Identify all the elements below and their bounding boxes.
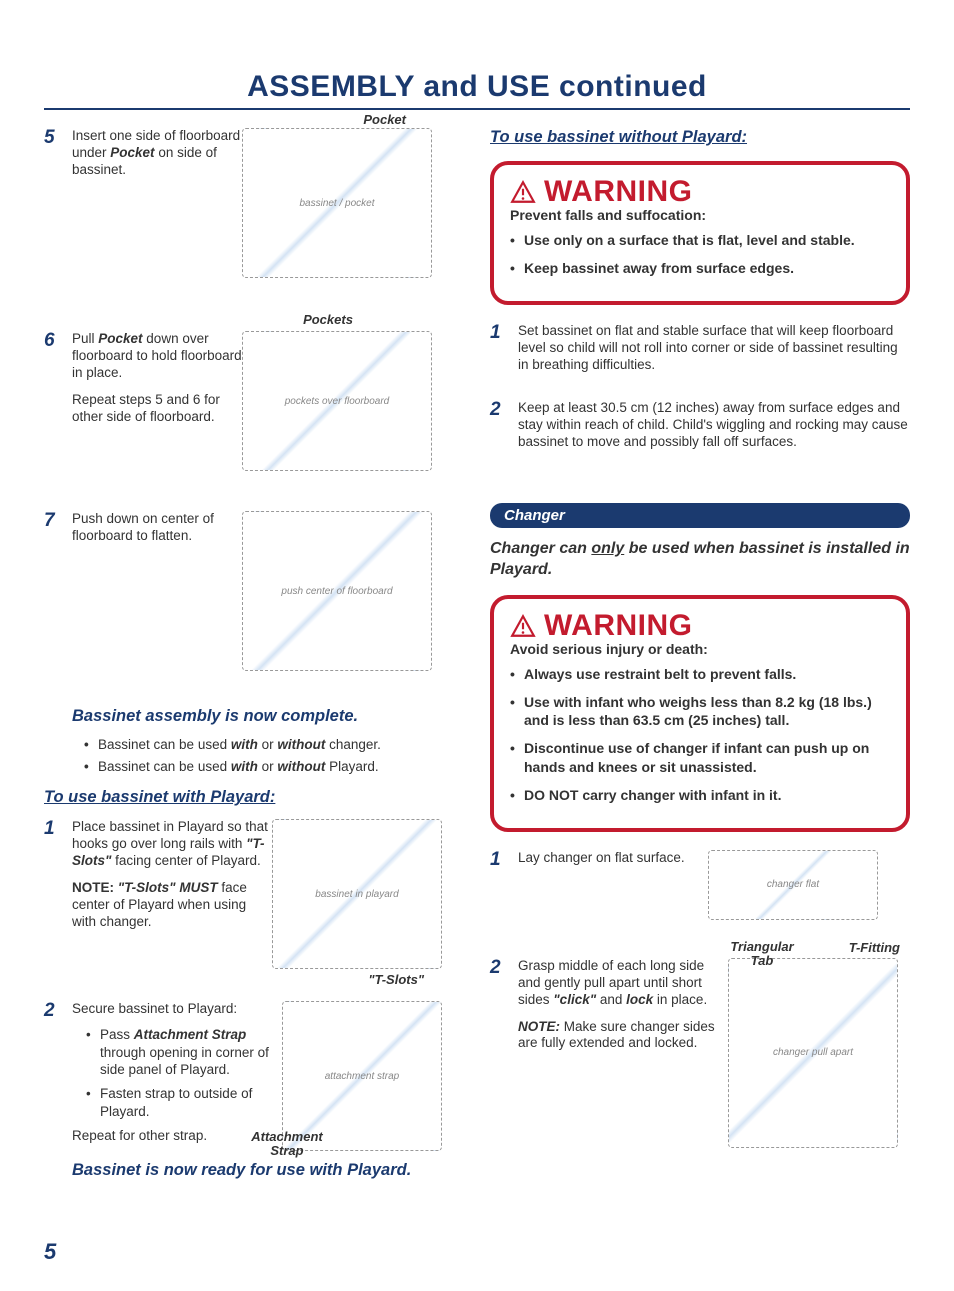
figure-changer2: Triangular Tab T-Fitting changer pull ap… <box>728 958 898 1148</box>
changer-lead: Changer can only be used when bassinet i… <box>490 538 910 581</box>
warning-bullet: DO NOT carry changer with infant in it. <box>510 786 890 804</box>
figure-with1: bassinet in playard "T-Slots" <box>272 819 442 969</box>
left-column: 5 Insert one side of floorboard under Po… <box>44 128 462 1190</box>
changer-step-1: 1 Lay changer on flat surface. changer f… <box>490 850 910 920</box>
warning-subtitle: Avoid serious injury or death: <box>510 641 890 657</box>
two-column-layout: 5 Insert one side of floorboard under Po… <box>44 128 910 1190</box>
step-6: 6 Pull Pocket down over floorboard to ho… <box>44 331 462 471</box>
warning-bullet: Keep bassinet away from surface edges. <box>510 259 890 277</box>
page-number: 5 <box>44 1239 56 1265</box>
step-text: Keep at least 30.5 cm (12 inches) away f… <box>518 400 910 451</box>
figure-label-pocket: Pocket <box>363 112 406 127</box>
warning-icon <box>510 613 536 639</box>
assembly-complete-heading: Bassinet assembly is now complete. <box>72 707 462 726</box>
changer-section-pill: Changer <box>490 503 910 528</box>
step-text: Push down on center of floorboard to fla… <box>72 511 242 545</box>
step-number: 1 <box>44 819 72 840</box>
step-body: Insert one side of floorboard under Pock… <box>72 128 242 179</box>
changer-step-2: 2 Grasp middle of each long side and gen… <box>490 958 910 1148</box>
bullet: Bassinet can be used with or without Pla… <box>84 758 462 776</box>
step-number: 7 <box>44 511 72 532</box>
step-text: Lay changer on flat surface. <box>518 850 708 867</box>
text: Changer can <box>490 540 591 557</box>
step-text: Repeat steps 5 and 6 for other side of f… <box>72 392 242 426</box>
sub-bullet: Fasten strap to outside of Playard. <box>86 1085 282 1120</box>
figure-placeholder: changer flat <box>708 850 878 920</box>
figure-placeholder: changer pull apart <box>728 958 898 1148</box>
step-number: 6 <box>44 331 72 352</box>
with-playard-heading: To use bassinet with Playard: <box>44 788 462 807</box>
figure-label-triangular-tab: Triangular Tab <box>722 940 802 967</box>
step-body: Pull Pocket down over floorboard to hold… <box>72 331 242 425</box>
step-body: Push down on center of floorboard to fla… <box>72 511 242 545</box>
step-body: Lay changer on flat surface. <box>518 850 708 867</box>
figure-label-attachment-strap: Attachment Strap <box>242 1130 332 1157</box>
without-step-2: 2 Keep at least 30.5 cm (12 inches) away… <box>490 400 910 451</box>
warning-icon <box>510 179 536 205</box>
figure-step5: Pocket bassinet / pocket <box>242 128 432 278</box>
step-body: Set bassinet on flat and stable surface … <box>518 323 910 374</box>
without-step-1: 1 Set bassinet on flat and stable surfac… <box>490 323 910 374</box>
figure-label-tslots: "T-Slots" <box>368 972 424 987</box>
step-body: Grasp middle of each long side and gentl… <box>518 958 728 1052</box>
figure-placeholder: bassinet / pocket <box>242 128 432 278</box>
step-body: Keep at least 30.5 cm (12 inches) away f… <box>518 400 910 451</box>
step-text: Set bassinet on flat and stable surface … <box>518 323 910 374</box>
warning-title: WARNING <box>544 609 693 643</box>
step-5: 5 Insert one side of floorboard under Po… <box>44 128 462 278</box>
step-body: Place bassinet in Playard so that hooks … <box>72 819 272 930</box>
step-number: 1 <box>490 323 518 344</box>
step-body: Secure bassinet to Playard: Pass Attachm… <box>72 1001 282 1144</box>
with-step-2: 2 Secure bassinet to Playard: Pass Attac… <box>44 1001 462 1151</box>
warning-bullet: Discontinue use of changer if infant can… <box>510 739 890 775</box>
step-number: 2 <box>490 400 518 421</box>
figure-placeholder: bassinet in playard <box>272 819 442 969</box>
sub-bullet: Pass Attachment Strap through opening in… <box>86 1026 282 1079</box>
warning-box-1: WARNING Prevent falls and suffocation: U… <box>490 161 910 305</box>
step-number: 2 <box>490 958 518 979</box>
with-step-1: 1 Place bassinet in Playard so that hook… <box>44 819 462 969</box>
figure-label-pockets: Pockets <box>194 312 462 327</box>
note-label: NOTE: <box>72 880 114 895</box>
step-number: 1 <box>490 850 518 871</box>
figure-placeholder: pockets over floorboard <box>242 331 432 471</box>
text: only <box>591 540 624 557</box>
warning-bullet: Always use restraint belt to prevent fal… <box>510 665 890 683</box>
step-number: 5 <box>44 128 72 149</box>
without-playard-heading: To use bassinet without Playard: <box>490 128 910 147</box>
page-title: ASSEMBLY and USE continued <box>44 70 910 110</box>
figure-placeholder: push center of floorboard <box>242 511 432 671</box>
figure-step7: push center of floorboard <box>242 511 432 671</box>
warning-subtitle: Prevent falls and suffocation: <box>510 207 890 223</box>
figure-with2: attachment strap Attachment Strap <box>282 1001 442 1151</box>
warning-title: WARNING <box>544 175 693 209</box>
warning-box-2: WARNING Avoid serious injury or death: A… <box>490 595 910 832</box>
warning-bullet: Use only on a surface that is flat, leve… <box>510 231 890 249</box>
figure-step6: pockets over floorboard <box>242 331 432 471</box>
figure-changer1: changer flat <box>708 850 878 920</box>
bullet: Bassinet can be used with or without cha… <box>84 736 462 754</box>
step-7: 7 Push down on center of floorboard to f… <box>44 511 462 671</box>
step-number: 2 <box>44 1001 72 1022</box>
bassinet-ready-text: Bassinet is now ready for use with Playa… <box>72 1161 462 1180</box>
figure-label-t-fitting: T-Fitting <box>849 940 900 955</box>
step-lead: Secure bassinet to Playard: <box>72 1001 282 1018</box>
right-column: To use bassinet without Playard: WARNING… <box>490 128 910 1190</box>
warning-bullet: Use with infant who weighs less than 8.2… <box>510 693 890 729</box>
note-label: NOTE: <box>518 1019 560 1034</box>
